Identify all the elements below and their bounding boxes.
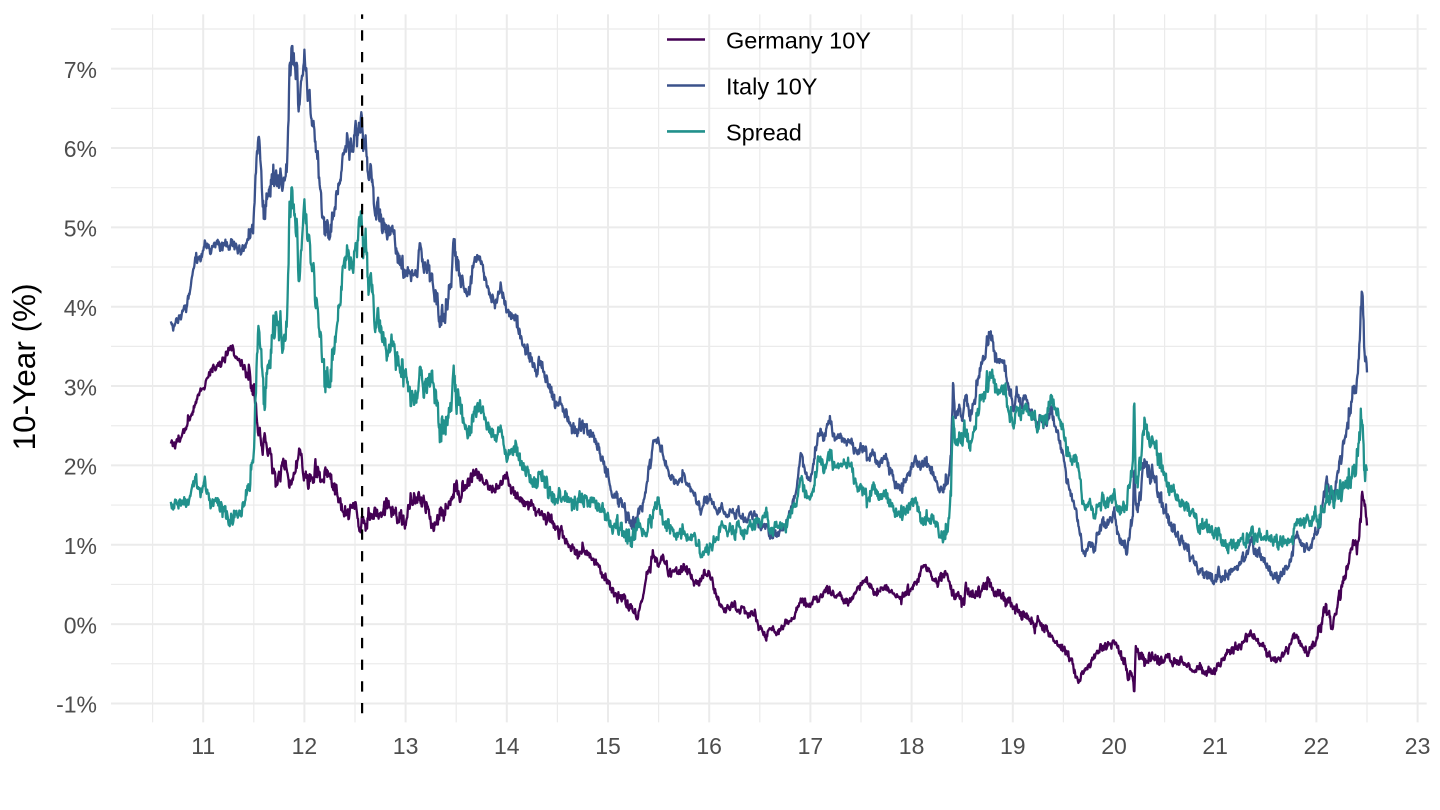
svg-text:1%: 1% [64,533,97,559]
svg-text:7%: 7% [64,57,97,83]
svg-text:5%: 5% [64,216,97,242]
svg-text:6%: 6% [64,136,97,162]
svg-text:13: 13 [393,733,419,759]
svg-text:-1%: -1% [56,692,97,718]
svg-text:Spread: Spread [726,120,802,146]
svg-text:17: 17 [798,733,824,759]
svg-text:19: 19 [1000,733,1026,759]
svg-text:12: 12 [292,733,318,759]
svg-text:14: 14 [494,733,520,759]
svg-text:21: 21 [1202,733,1228,759]
svg-text:16: 16 [696,733,722,759]
svg-text:10-Year (%): 10-Year (%) [6,283,42,450]
svg-text:Germany 10Y: Germany 10Y [726,28,871,54]
svg-text:20: 20 [1101,733,1127,759]
svg-text:2%: 2% [64,454,97,480]
svg-text:23: 23 [1405,733,1431,759]
svg-text:0%: 0% [64,612,97,638]
svg-text:Italy 10Y: Italy 10Y [726,74,818,100]
svg-text:18: 18 [899,733,925,759]
svg-text:11: 11 [191,733,215,759]
svg-text:15: 15 [595,733,621,759]
svg-text:4%: 4% [64,295,97,321]
svg-text:22: 22 [1304,733,1330,759]
svg-text:3%: 3% [64,374,97,400]
